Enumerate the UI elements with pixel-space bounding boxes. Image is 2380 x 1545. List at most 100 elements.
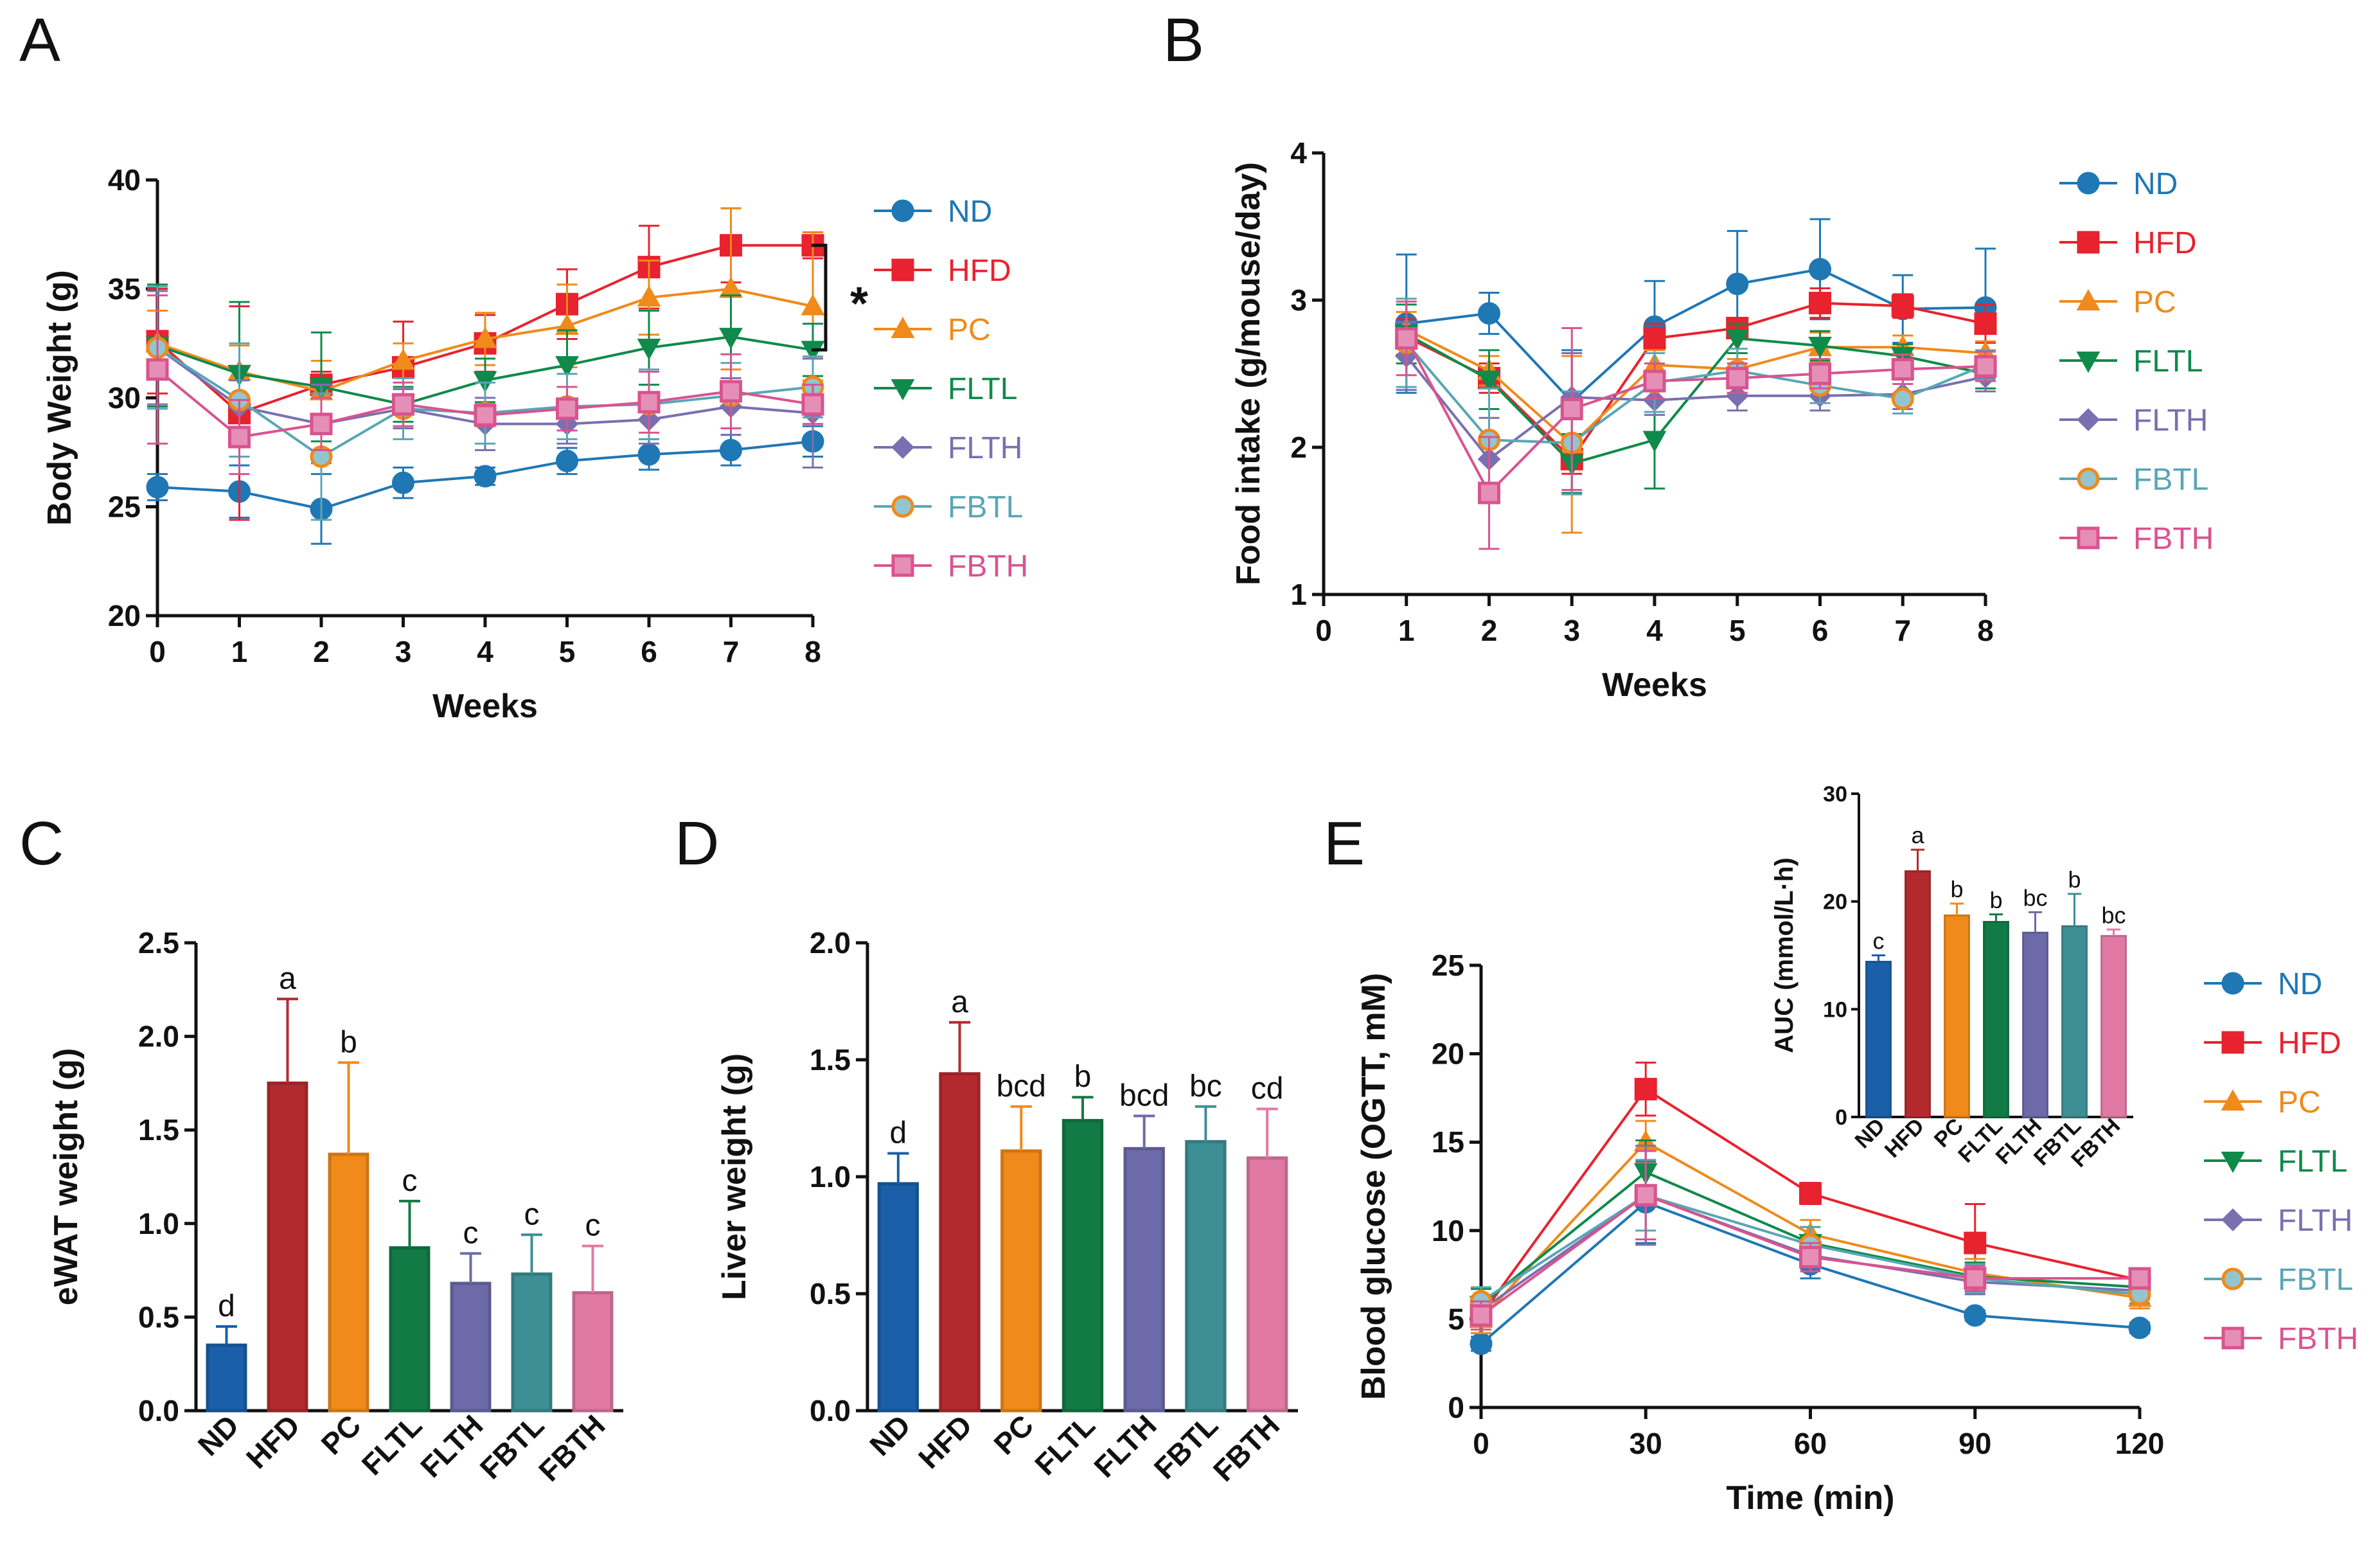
x-tick-label: 5 (1729, 614, 1746, 647)
data-point (473, 371, 497, 393)
data-point (2128, 1267, 2151, 1290)
data-point (637, 285, 661, 307)
legend-label: PC (2133, 285, 2176, 319)
bar (450, 1282, 492, 1413)
bar (1246, 1156, 1288, 1413)
data-point (1477, 370, 1501, 392)
legend-label: FLTL (2133, 344, 2203, 379)
legend-label: FBTL (2278, 1263, 2353, 1297)
bar-group-PC: bPC (315, 1025, 369, 1461)
y-axis-label: Body Weight (g) (41, 270, 78, 526)
bar (1000, 1149, 1042, 1413)
legend-label: ND (948, 195, 992, 229)
chart-A: 20 25 30 35 40 0 1 2 3 4 5 6 7 8 Weeks Body Weight (g) N… (41, 163, 1028, 725)
x-tick-label: 60 (1794, 1427, 1827, 1460)
x-axis-label: Time (min) (1727, 1479, 1895, 1517)
data-point (1891, 358, 1914, 381)
significance-letter: b (1074, 1060, 1092, 1094)
x-tick-label: 1 (1398, 614, 1415, 647)
significance-letter: bcd (1119, 1078, 1169, 1112)
series-ND (146, 425, 824, 545)
data-point (146, 476, 169, 499)
data-point (1726, 272, 1749, 296)
legend-label: HFD (948, 254, 1011, 288)
y-tick-label: 25 (1432, 949, 1464, 982)
y-tick-label: 20 (108, 599, 141, 632)
legend-marker (2221, 1267, 2244, 1290)
panel-label-A: A (19, 6, 60, 75)
bar-group-ND: d ND (191, 1289, 247, 1462)
series-line (1406, 267, 1986, 404)
data-point (1470, 1304, 1493, 1327)
legend-marker (2221, 972, 2244, 995)
category-label: FBTL (1148, 1408, 1225, 1485)
data-point (720, 380, 742, 403)
significance-letter: c (402, 1164, 418, 1198)
chart-C: 0.0 0.5 1.0 1.5 2.0 2.5 eWAT weight (g) d ND a HFD… (48, 926, 623, 1488)
category-label: HFD (240, 1408, 306, 1475)
legend-label: PC (2278, 1085, 2321, 1120)
chart-E: 0 5 10 15 20 25 0 30 60 90 120 Time (min) Blood gluc… (1355, 949, 2358, 1517)
significance-letter: b (340, 1025, 357, 1059)
y-tick-label: 10 (1823, 997, 1847, 1022)
significance-letter: d (890, 1116, 907, 1150)
significance-letter: b (1950, 876, 1963, 902)
category-label: FLTL (1028, 1408, 1101, 1481)
y-tick-label: 0.5 (810, 1277, 851, 1310)
legend-marker (2221, 1031, 2244, 1054)
bar (1185, 1139, 1227, 1413)
bar-group-PC: bPC (1930, 876, 1970, 1152)
data-point (801, 393, 824, 416)
data-point (556, 397, 578, 420)
legend-label: ND (2278, 967, 2322, 1001)
category-label: HFD (912, 1408, 979, 1475)
x-tick-label: 2 (1481, 614, 1498, 647)
legend-marker (891, 199, 914, 222)
data-point (474, 404, 497, 427)
significance-letter: bc (1189, 1069, 1222, 1103)
x-tick-label: 4 (477, 635, 493, 668)
legend-marker (891, 258, 914, 281)
y-axis-label: eWAT weight (g) (48, 1048, 85, 1306)
legend-marker (2077, 467, 2100, 490)
legend-label: FLTH (948, 431, 1022, 465)
data-point (310, 413, 333, 436)
legend: ND HFD PC FLTL FLTH FBTL FBTH (874, 195, 1028, 584)
data-point (1964, 1304, 1987, 1327)
legend-label: HFD (2278, 1026, 2341, 1060)
x-axis-label: Weeks (432, 688, 538, 725)
data-point (228, 425, 251, 449)
x-tick-label: 4 (1646, 614, 1663, 647)
bar (1983, 921, 2009, 1118)
bar (2100, 934, 2127, 1118)
data-point (1799, 1182, 1822, 1205)
legend-label: FLTL (948, 372, 1017, 406)
series-FBTH (1470, 1150, 2151, 1331)
y-tick-label: 2.5 (138, 926, 179, 960)
x-tick-label: 8 (804, 635, 821, 668)
legend-label: FBTH (948, 549, 1028, 584)
y-tick-label: 1.5 (138, 1113, 179, 1147)
category-label: FLTH (1087, 1408, 1162, 1483)
legend-marker (891, 554, 914, 577)
significance-letter: cd (1251, 1071, 1284, 1105)
panel-label-C: C (19, 809, 64, 878)
significance-letter: c (1873, 928, 1885, 954)
data-point (1964, 1231, 1987, 1255)
legend-marker (2077, 231, 2100, 254)
y-tick-label: 4 (1290, 136, 1307, 170)
x-tick-label: 120 (2115, 1427, 2165, 1460)
significance-letter: a (279, 961, 296, 996)
y-tick-label: 1 (1290, 578, 1307, 611)
legend-label: FLTL (2278, 1145, 2347, 1179)
legend-label: FBTH (2133, 522, 2214, 556)
y-tick-label: 10 (1432, 1214, 1464, 1247)
series-line (1405, 337, 1986, 496)
data-point (1478, 481, 1500, 505)
data-point (1725, 329, 1750, 351)
data-point (1809, 292, 1831, 315)
data-point (1726, 366, 1749, 389)
